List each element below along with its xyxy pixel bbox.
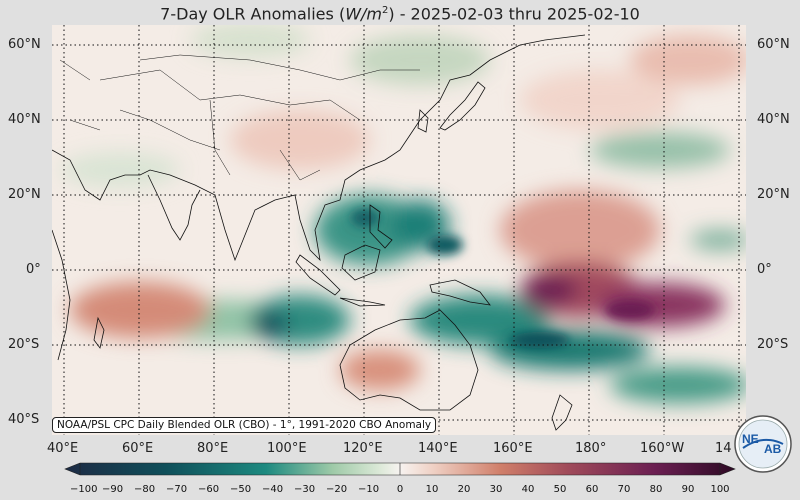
map-title: 7-Day OLR Anomalies (W/m2) - 2025-02-03 … [160, 4, 640, 24]
lon-label-100e: 100°E [267, 441, 307, 456]
colorbar-tick-label: −40 [262, 484, 284, 495]
coast-sumatra [295, 254, 341, 296]
coast-asia-south [52, 34, 586, 262]
colorbar-tick-label: 30 [489, 484, 503, 495]
lat-label-20s-right: 20°S [757, 337, 789, 352]
borders [59, 54, 420, 181]
lat-label-eq-right: 0° [757, 262, 772, 277]
coast-new-guinea [429, 279, 491, 306]
colorbar-tick-label: 80 [649, 484, 663, 495]
lon-label-180: 180° [575, 441, 607, 456]
colorbar-tick-label: −60 [198, 484, 220, 495]
lon-label-60e: 60°E [122, 441, 154, 456]
colorbar-tick-label: −100 [70, 484, 98, 495]
colorbar-tick-label: −20 [326, 484, 348, 495]
lat-label-40n-left: 40°N [8, 112, 41, 127]
anomaly-field [60, 25, 746, 403]
colorbar-tick-label: 70 [617, 484, 631, 495]
colorbar-tick-label: 100 [710, 484, 730, 495]
colorbar-tick-label: 20 [457, 484, 471, 495]
lon-label-80e: 80°E [197, 441, 229, 456]
colorbar-tick-label: −50 [230, 484, 252, 495]
logo-text-ne: NE [742, 432, 759, 446]
coast-borneo [341, 244, 381, 281]
lat-label-60n-left: 60°N [8, 37, 41, 52]
coast-philippines [369, 204, 393, 249]
colorbar-tick-label: 60 [585, 484, 599, 495]
noaa-psl-logo: NE AB [734, 415, 792, 473]
coast-new-zealand [551, 394, 573, 431]
colorbar-tick-label: −30 [294, 484, 316, 495]
lon-label-40e: 40°E [47, 441, 79, 456]
lat-label-eq-left: 0° [26, 262, 41, 277]
colorbar-tick-label: 90 [681, 484, 695, 495]
lat-label-20s-left: 20°S [8, 337, 40, 352]
colorbar-tick-label: 10 [425, 484, 439, 495]
lat-label-20n-left: 20°N [8, 187, 41, 202]
lon-label-160e: 160°E [493, 441, 533, 456]
data-source-footnote: NOAA/PSL CPC Daily Blended OLR (CBO) - 1… [52, 417, 437, 433]
lon-label-140w: 14 [715, 441, 732, 456]
colorbar-tick-label: −10 [358, 484, 380, 495]
coast-india [147, 174, 201, 241]
colorbar-tick-label: 0 [396, 484, 404, 495]
lon-label-160w: 160°W [640, 441, 685, 456]
colorbar-tick-label: −70 [166, 484, 188, 495]
lat-label-40n-right: 40°N [757, 112, 790, 127]
coast-africa [52, 229, 71, 361]
coast-madagascar [93, 316, 105, 349]
lat-label-60n-right: 60°N [757, 37, 790, 52]
lon-label-120e: 120°E [343, 441, 383, 456]
colorbar-tick-label: 40 [521, 484, 535, 495]
lon-label-140e: 140°E [418, 441, 458, 456]
lat-label-20n-right: 20°N [757, 187, 790, 202]
coast-japan [439, 81, 486, 131]
coastlines [52, 34, 586, 431]
colorbar-tick-label: −90 [102, 484, 124, 495]
coast-korea [417, 109, 429, 133]
logo-text-ab: AB [764, 442, 782, 456]
colorbar [64, 462, 736, 476]
coast-australia [339, 309, 479, 411]
coast-java [339, 297, 386, 307]
colorbar-tick-label: 50 [553, 484, 567, 495]
colorbar-tick-label: −80 [134, 484, 156, 495]
lat-label-40s-left: 40°S [8, 412, 40, 427]
